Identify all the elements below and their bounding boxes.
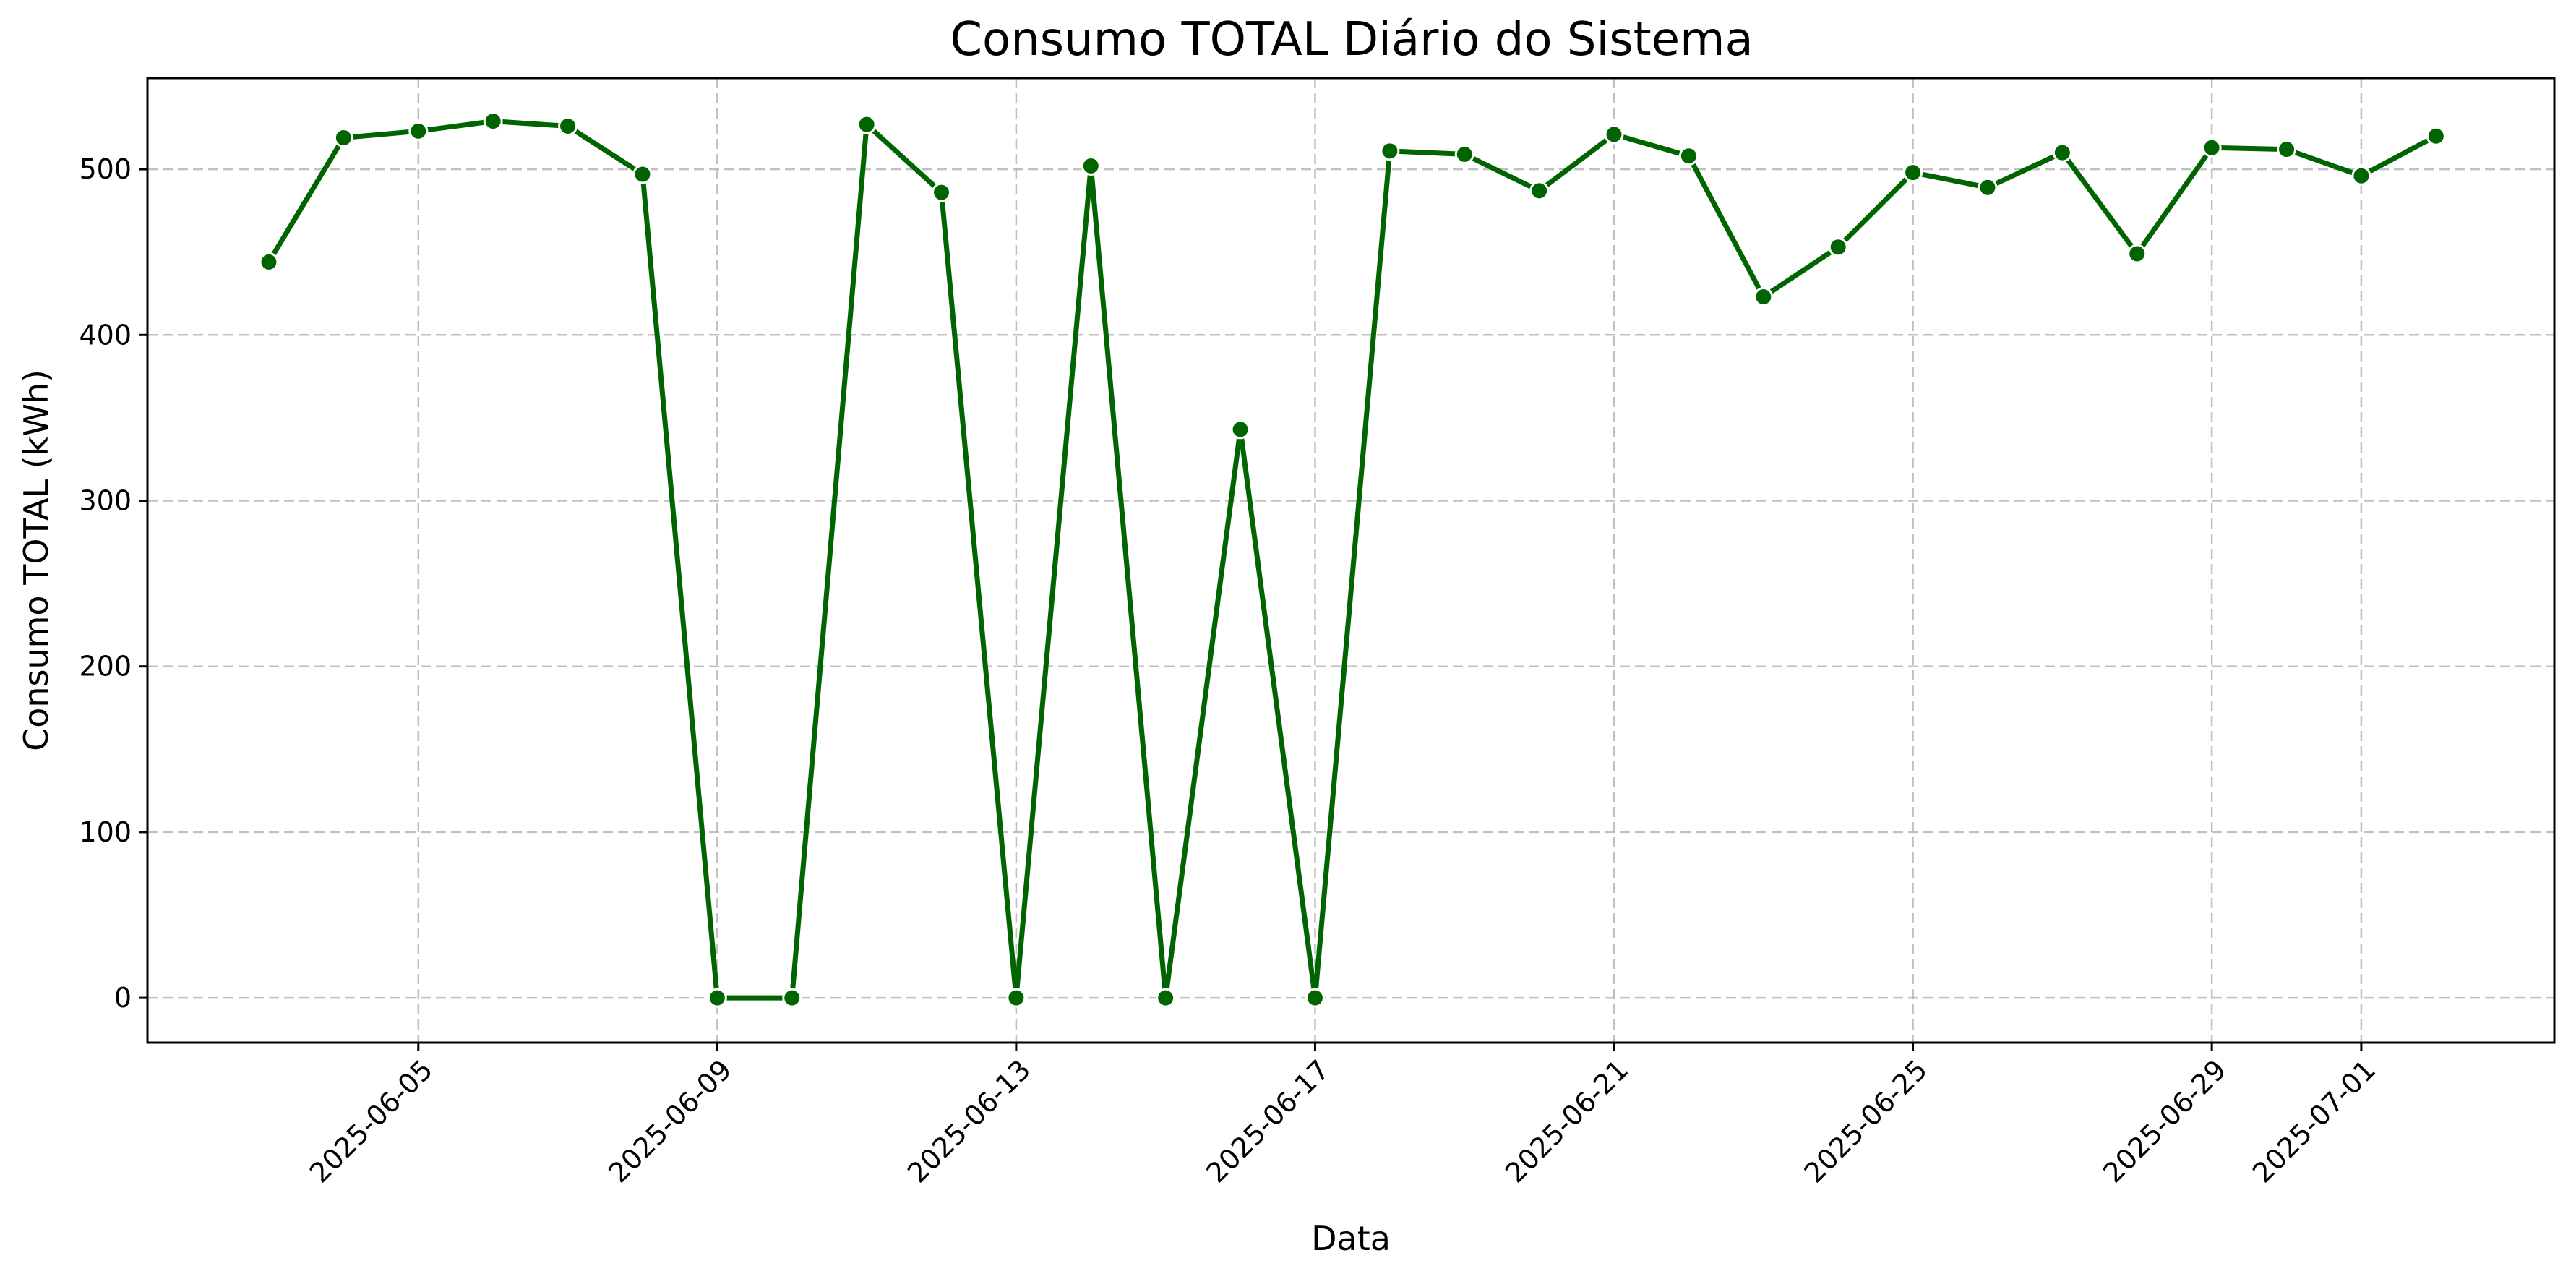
data-point (1006, 988, 1026, 1008)
x-axis-label: Data (1311, 1219, 1391, 1258)
data-point (2127, 244, 2147, 264)
data-point (632, 164, 653, 184)
data-point (1903, 163, 1923, 183)
data-point (1081, 155, 1101, 176)
data-point (1978, 177, 1998, 197)
data-point (1454, 144, 1474, 164)
data-point (558, 116, 578, 136)
data-point (782, 988, 802, 1008)
data-point (1230, 419, 1250, 440)
x-tick-label: 2025-06-05 (304, 1053, 439, 1189)
data-point (1529, 181, 1550, 201)
series-line-layer (259, 111, 2446, 1008)
data-point (1305, 988, 1325, 1008)
data-point (1828, 237, 1848, 257)
x-tick-label: 2025-07-01 (2246, 1053, 2382, 1189)
data-point (1380, 141, 1400, 161)
data-point (856, 114, 877, 134)
data-point (1678, 146, 1699, 166)
data-point (259, 252, 279, 272)
data-point (2426, 126, 2446, 146)
data-point (1753, 287, 1774, 307)
y-tick-label: 200 (79, 651, 132, 683)
y-tick-label: 500 (79, 153, 132, 185)
x-tick-label: 2025-06-09 (602, 1053, 737, 1189)
chart-title: Consumo TOTAL Diário do Sistema (950, 13, 1753, 67)
data-point (408, 121, 429, 141)
data-point (483, 111, 503, 132)
axis-ticks: 0 100 200 300 400 500 2025-06-05 2025-06-09 2025… (79, 153, 2382, 1189)
y-tick-label: 100 (79, 816, 132, 848)
series-line (266, 119, 2439, 1001)
data-point (932, 182, 952, 202)
y-tick-label: 0 (114, 982, 132, 1014)
data-point (2202, 137, 2222, 158)
y-tick-label: 400 (79, 319, 132, 351)
x-tick-label: 2025-06-13 (901, 1053, 1036, 1189)
plot-frame (146, 77, 2556, 1044)
x-tick-label: 2025-06-25 (1798, 1053, 1933, 1189)
y-tick-label: 300 (79, 484, 132, 516)
y-axis-label: Consumo TOTAL (kWh) (17, 369, 56, 751)
data-point (707, 988, 727, 1008)
grid-lines (147, 78, 2554, 1043)
data-point (2277, 140, 2297, 160)
data-point (333, 128, 353, 148)
data-point (2351, 166, 2371, 186)
data-point (2052, 142, 2072, 163)
x-tick-label: 2025-06-21 (1499, 1053, 1634, 1189)
x-tick-label: 2025-06-17 (1201, 1053, 1336, 1189)
data-point (1156, 988, 1176, 1008)
x-tick-label: 2025-06-29 (2097, 1053, 2232, 1189)
data-point (1604, 124, 1624, 145)
